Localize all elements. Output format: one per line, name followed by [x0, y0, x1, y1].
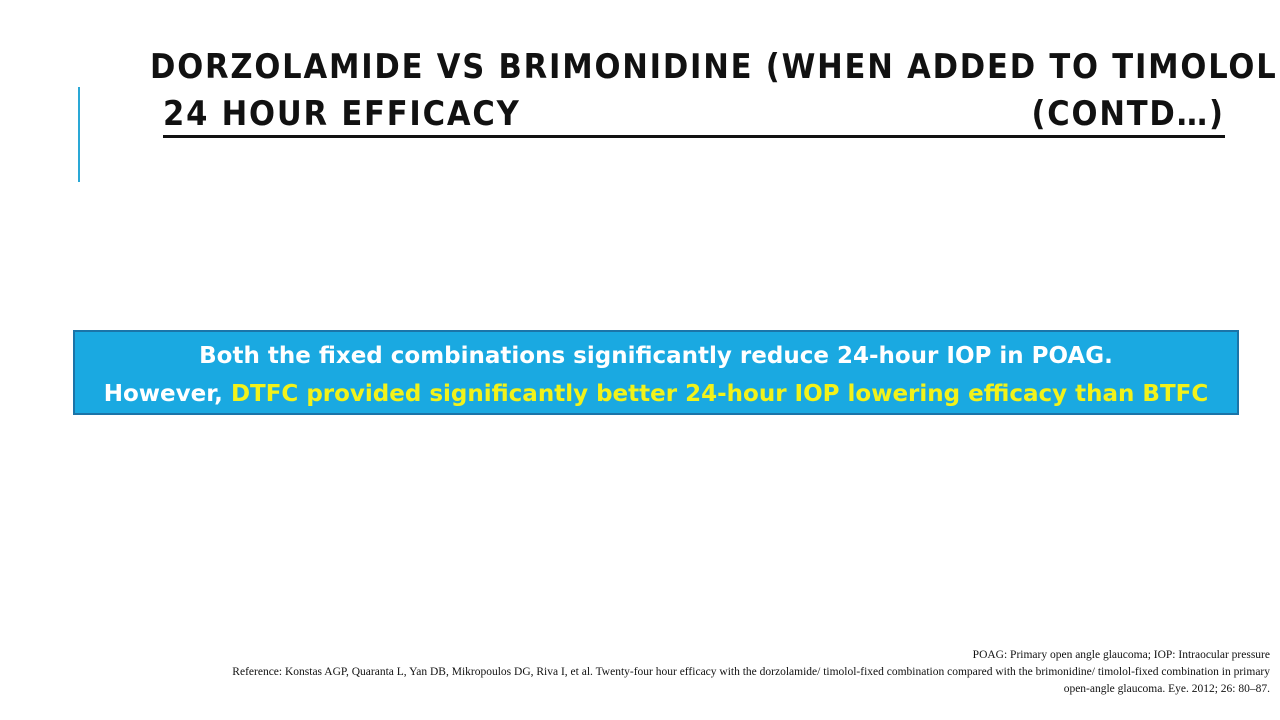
key-finding-callout: Both the fixed combinations significantl…: [73, 330, 1239, 415]
subtitle-continued: (CONTD…): [1031, 94, 1225, 134]
callout-highlight: DTFC provided significantly better 24-ho…: [230, 381, 1209, 407]
abbreviations-footnote: POAG: Primary open angle glaucoma; IOP: …: [972, 649, 1270, 661]
reference-footnote-line-1: Reference: Konstas AGP, Quaranta L, Yan …: [232, 666, 1270, 678]
callout-line-2-prefix: However,: [103, 381, 231, 407]
reference-footnote-line-2: open-angle glaucoma. Eye. 2012; 26: 80–8…: [1063, 683, 1270, 695]
subtitle-left: 24 HOUR EFFICACY: [163, 94, 521, 134]
callout-line-1: Both the fixed combinations significantl…: [199, 343, 1113, 369]
slide-title: DORZOLAMIDE VS BRIMONIDINE (WHEN ADDED T…: [150, 47, 1280, 87]
callout-line-2: However, DTFC provided significantly bet…: [75, 375, 1237, 413]
slide-subtitle: 24 HOUR EFFICACY (CONTD…): [163, 91, 1225, 138]
accent-bar: [78, 87, 80, 182]
